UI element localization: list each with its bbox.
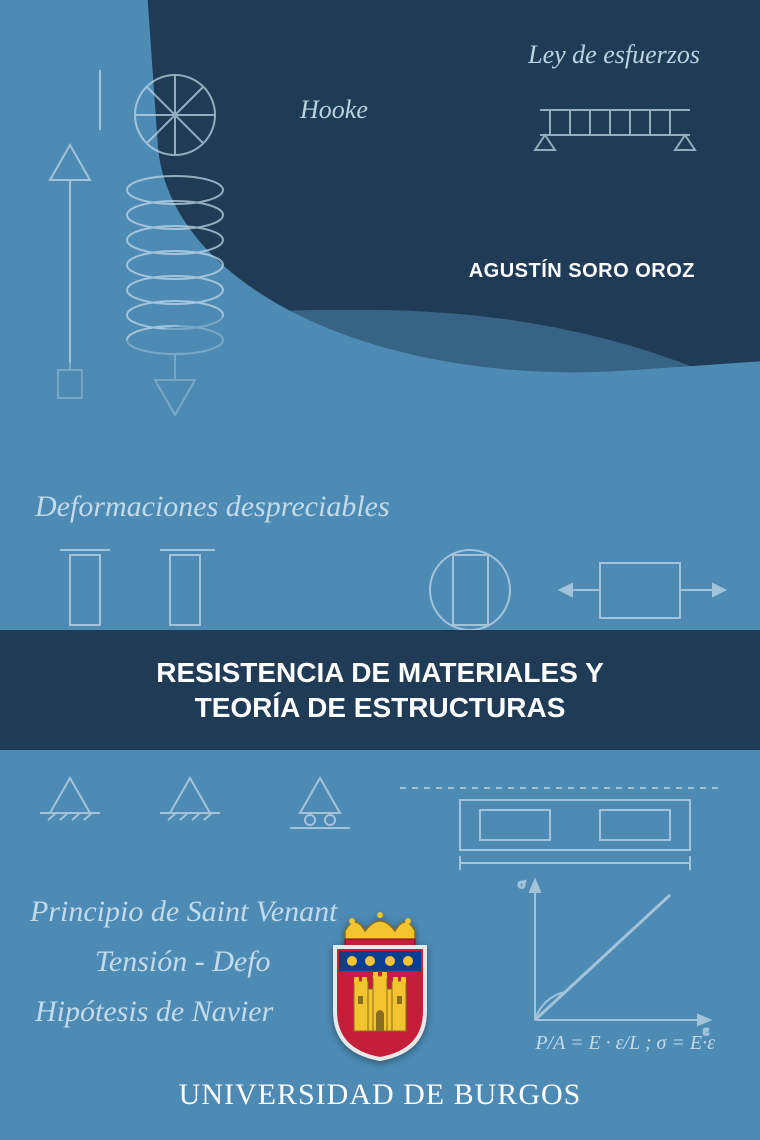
university-crest-icon xyxy=(320,911,440,1066)
svg-text:σ: σ xyxy=(518,877,526,892)
blueprint-supports xyxy=(30,758,730,878)
title-line-1: RESISTENCIA DE MATERIALES Y xyxy=(156,657,604,688)
annot-mid-left: Deformaciones despreciables xyxy=(35,490,390,524)
university-name: UNIVERSIDAD DE BURGOS xyxy=(0,1078,760,1112)
title-line-2: TEORÍA DE ESTRUCTURAS xyxy=(195,692,566,723)
book-cover: Ley de esfuerzos Hooke AGUSTÍN SORO OROZ… xyxy=(0,0,760,1140)
blueprint-load-top xyxy=(530,85,700,155)
annot-top-left: Hooke xyxy=(300,95,368,125)
title-band: RESISTENCIA DE MATERIALES Y TEORÍA DE ES… xyxy=(0,630,760,750)
author-name: AGUSTÍN SORO OROZ xyxy=(469,260,695,283)
book-title: RESISTENCIA DE MATERIALES Y TEORÍA DE ES… xyxy=(116,655,644,725)
university-block: UNIVERSIDAD DE BURGOS xyxy=(0,911,760,1112)
annot-top-right: Ley de esfuerzos xyxy=(528,40,700,70)
blueprint-mid-shapes xyxy=(40,545,740,635)
